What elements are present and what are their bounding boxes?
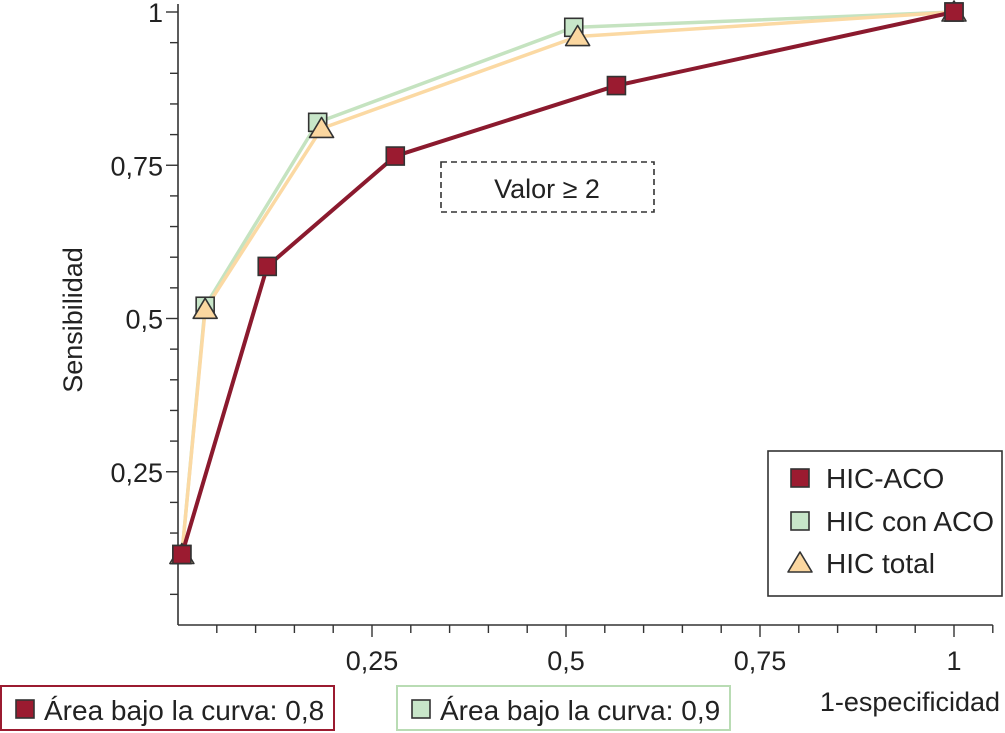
x-tick-label: 1: [946, 646, 961, 676]
legend-marker-hic-total: [787, 551, 813, 573]
auc-box: [396, 685, 731, 731]
x-tick-label: 0,75: [734, 646, 787, 676]
annotation-box: [440, 161, 655, 213]
auc-label: Área bajo la curva: 0,9: [440, 695, 720, 726]
annotation-text: Valor ≥ 2: [494, 174, 600, 204]
legend-marker-hic-con-aco: [790, 511, 810, 531]
legend-label: HIC-ACO: [826, 463, 944, 494]
y-tick-label: 0,25: [110, 458, 163, 488]
data-point-hic-aco: [172, 544, 192, 565]
y-tick-label: 1: [148, 0, 163, 28]
auc-box: [0, 685, 335, 731]
x-tick-label: 0,25: [346, 646, 399, 676]
auc-label: Área bajo la curva: 0,8: [44, 695, 324, 726]
x-axis-title: 1-especificidad: [820, 687, 1000, 717]
legend-marker-hic-aco: [790, 468, 810, 488]
data-point-hic-aco: [606, 75, 627, 96]
auc-marker: [15, 699, 35, 719]
data-point-hic-aco: [257, 256, 278, 277]
data-point-hic-total: [192, 297, 218, 320]
y-tick-label: 0,75: [110, 151, 163, 181]
data-point-hic-total: [308, 116, 335, 139]
y-tick-label: 0,5: [125, 305, 163, 335]
legend-label: HIC con ACO: [826, 506, 994, 537]
data-point-hic-aco: [944, 2, 964, 22]
x-tick-label: 0,5: [547, 646, 585, 676]
legend-label: HIC total: [826, 548, 935, 579]
auc-marker: [411, 699, 431, 719]
data-point-hic-total: [564, 24, 591, 47]
data-point-hic-aco: [385, 146, 406, 166]
y-axis-title: Sensibilidad: [58, 247, 88, 393]
